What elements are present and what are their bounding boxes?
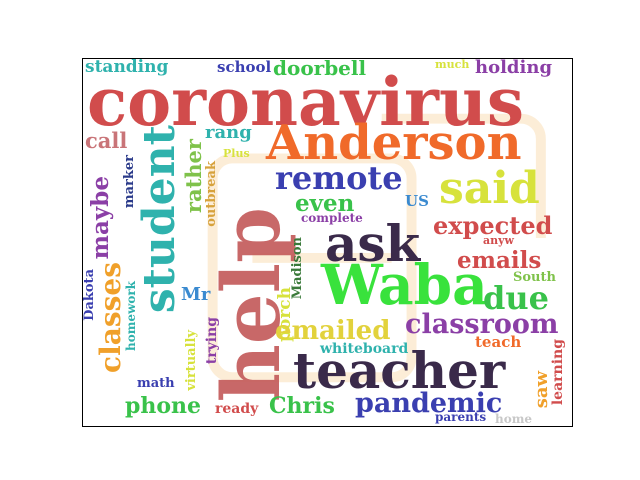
word: remote xyxy=(275,159,403,197)
word: marker xyxy=(122,155,137,209)
word: teacher xyxy=(293,341,506,400)
word: standing xyxy=(85,58,169,77)
word: whiteboard xyxy=(320,341,409,357)
word: home xyxy=(495,412,533,426)
word: coronavirus xyxy=(87,63,525,141)
word: teach xyxy=(475,333,522,351)
word: maybe xyxy=(87,176,114,260)
word: call xyxy=(85,128,128,153)
word: holding xyxy=(475,58,553,78)
word: saw xyxy=(531,371,552,409)
word: emails xyxy=(457,247,542,274)
word: doorbell xyxy=(273,58,367,80)
word: Waba xyxy=(321,252,488,317)
word: math xyxy=(137,376,175,391)
word: ready xyxy=(215,401,259,417)
word: homework xyxy=(124,281,138,352)
word: expected xyxy=(433,211,553,240)
word: said xyxy=(439,163,540,214)
word: pandemic xyxy=(355,388,503,419)
word: South xyxy=(513,270,556,285)
word: phone xyxy=(125,393,202,419)
word: trying xyxy=(204,317,220,365)
background-mask-shape xyxy=(207,113,546,383)
word: Anderson xyxy=(266,115,522,171)
word: classes xyxy=(94,262,127,373)
word: emailed xyxy=(275,316,391,346)
word: much xyxy=(435,58,470,71)
word: due xyxy=(483,279,549,317)
word: complete xyxy=(301,211,363,225)
word: anyw xyxy=(483,234,514,247)
word: student xyxy=(134,125,185,314)
word: rather xyxy=(181,139,206,214)
word: Plus xyxy=(223,147,250,160)
word: even xyxy=(295,190,355,217)
word: parents xyxy=(435,410,487,424)
word: Madison xyxy=(290,237,305,300)
word: school xyxy=(217,58,272,76)
word: Chris xyxy=(269,393,335,419)
word: classroom xyxy=(405,309,559,340)
word: virtually xyxy=(184,330,199,391)
word: ask xyxy=(325,214,421,273)
word: US xyxy=(405,192,429,210)
word: Mr xyxy=(181,284,211,305)
word-cloud-frame: standing school doorbell much holding co… xyxy=(82,58,573,427)
word: learning xyxy=(550,339,566,406)
word: rang xyxy=(205,122,252,143)
